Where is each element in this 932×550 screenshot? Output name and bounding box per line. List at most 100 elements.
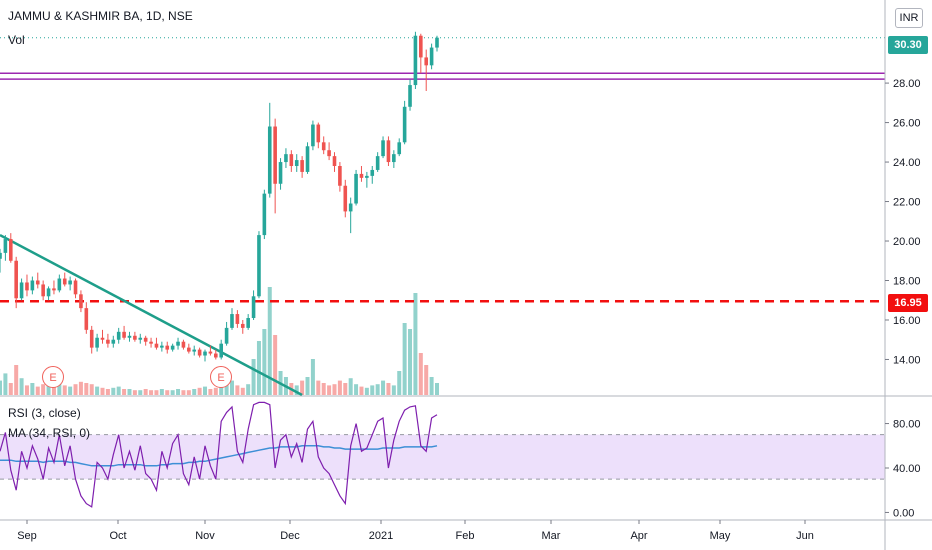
volume-bar xyxy=(41,384,46,395)
candle-body xyxy=(365,175,369,178)
candle-body xyxy=(267,126,272,194)
volume-bar xyxy=(219,386,224,395)
volume-bar xyxy=(359,386,364,395)
volume-bar xyxy=(105,389,110,395)
candle-body xyxy=(240,323,245,328)
time-tick-label: Nov xyxy=(195,530,215,542)
volume-bar xyxy=(418,353,423,395)
volume-bar xyxy=(348,378,353,395)
volume-bar xyxy=(397,371,402,395)
price-tick-label: 18.00 xyxy=(893,276,921,288)
volume-bar xyxy=(14,365,19,395)
candle-body xyxy=(208,351,213,354)
candle-body xyxy=(251,296,256,319)
candle-body xyxy=(133,335,137,340)
candle-body xyxy=(278,162,283,184)
volume-bar xyxy=(95,386,100,395)
candle-body xyxy=(386,140,391,163)
volume-bar xyxy=(165,390,170,395)
time-tick-label: Dec xyxy=(280,530,300,542)
candle-body xyxy=(68,280,72,285)
volume-bar xyxy=(300,380,305,395)
time-tick-label: Sep xyxy=(17,530,37,542)
volume-bar xyxy=(413,293,418,395)
volume-bar xyxy=(354,384,359,395)
candle-body xyxy=(62,278,67,285)
candle-body xyxy=(321,142,326,151)
candle-body xyxy=(305,146,310,172)
candle-body xyxy=(84,308,89,330)
candle-body xyxy=(435,37,439,48)
volume-bar xyxy=(19,378,24,395)
volume-bar xyxy=(154,390,159,395)
candle-body xyxy=(235,314,240,324)
time-tick-label: May xyxy=(710,530,731,542)
candle-body xyxy=(95,337,99,348)
earnings-marker[interactable]: E xyxy=(42,366,64,388)
candle-body xyxy=(408,85,412,107)
rsi-tick-label: 40.00 xyxy=(893,463,921,475)
volume-bar xyxy=(273,335,278,395)
volume-bar xyxy=(132,390,137,395)
volume-bar xyxy=(251,359,256,395)
candle-body xyxy=(0,252,2,259)
volume-bar xyxy=(386,383,391,395)
volume-bar xyxy=(68,386,73,395)
rsi-indicator-label[interactable]: RSI (3, close) xyxy=(8,406,81,420)
volume-bar xyxy=(332,384,337,395)
volume-bar xyxy=(267,287,272,395)
candle-body xyxy=(348,203,353,212)
volume-bar xyxy=(176,389,181,395)
rsi-ma-label[interactable]: MA (34, RSI, 0) xyxy=(8,426,91,440)
candle-body xyxy=(25,282,29,291)
volume-bar xyxy=(197,387,202,395)
last-price-tag: 30.30 xyxy=(888,36,928,54)
symbol-title[interactable]: JAMMU & KASHMIR BA, 1D, NSE xyxy=(8,9,193,23)
candle-body xyxy=(375,156,380,170)
candle-body xyxy=(338,166,342,186)
trendline xyxy=(0,233,303,397)
candle-body xyxy=(187,347,191,352)
time-tick-label: Mar xyxy=(542,530,561,542)
candle-body xyxy=(127,335,132,338)
volume-bar xyxy=(305,377,310,395)
volume-bar xyxy=(30,383,35,395)
candle-body xyxy=(30,280,35,291)
time-tick-label: Oct xyxy=(109,530,126,542)
price-tick-label: 22.00 xyxy=(893,197,921,209)
candle-body xyxy=(381,140,385,157)
volume-bar xyxy=(84,383,89,395)
candle-body xyxy=(19,282,24,299)
candle-body xyxy=(154,343,159,348)
candle-body xyxy=(100,337,105,340)
candle-body xyxy=(122,331,126,338)
rsi-band-fill xyxy=(0,434,885,480)
currency-badge[interactable]: INR xyxy=(895,8,923,28)
price-tick-label: 14.00 xyxy=(893,354,921,366)
volume-bar xyxy=(203,386,208,395)
rsi-tick-label: 0.00 xyxy=(893,507,914,519)
price-tick-label: 28.00 xyxy=(893,78,921,90)
candle-body xyxy=(79,294,83,309)
candle-body xyxy=(52,288,56,291)
volume-bar xyxy=(57,380,62,395)
candle-body xyxy=(359,173,364,178)
candles xyxy=(0,31,439,362)
candle-body xyxy=(300,160,304,172)
earnings-marker[interactable]: E xyxy=(210,366,232,388)
volume-bar xyxy=(213,387,218,395)
candle-body xyxy=(8,239,13,261)
volume-bar xyxy=(208,389,213,395)
candle-body xyxy=(327,150,331,157)
candle-body xyxy=(332,156,337,167)
time-tick-label: Jun xyxy=(796,530,814,542)
candle-body xyxy=(35,280,40,285)
volume-bar xyxy=(73,384,78,395)
volume-label: Vol xyxy=(8,33,25,47)
rsi-line xyxy=(0,401,438,508)
candle-body xyxy=(181,341,186,348)
volume-bar xyxy=(262,329,267,395)
candle-body xyxy=(14,260,18,299)
